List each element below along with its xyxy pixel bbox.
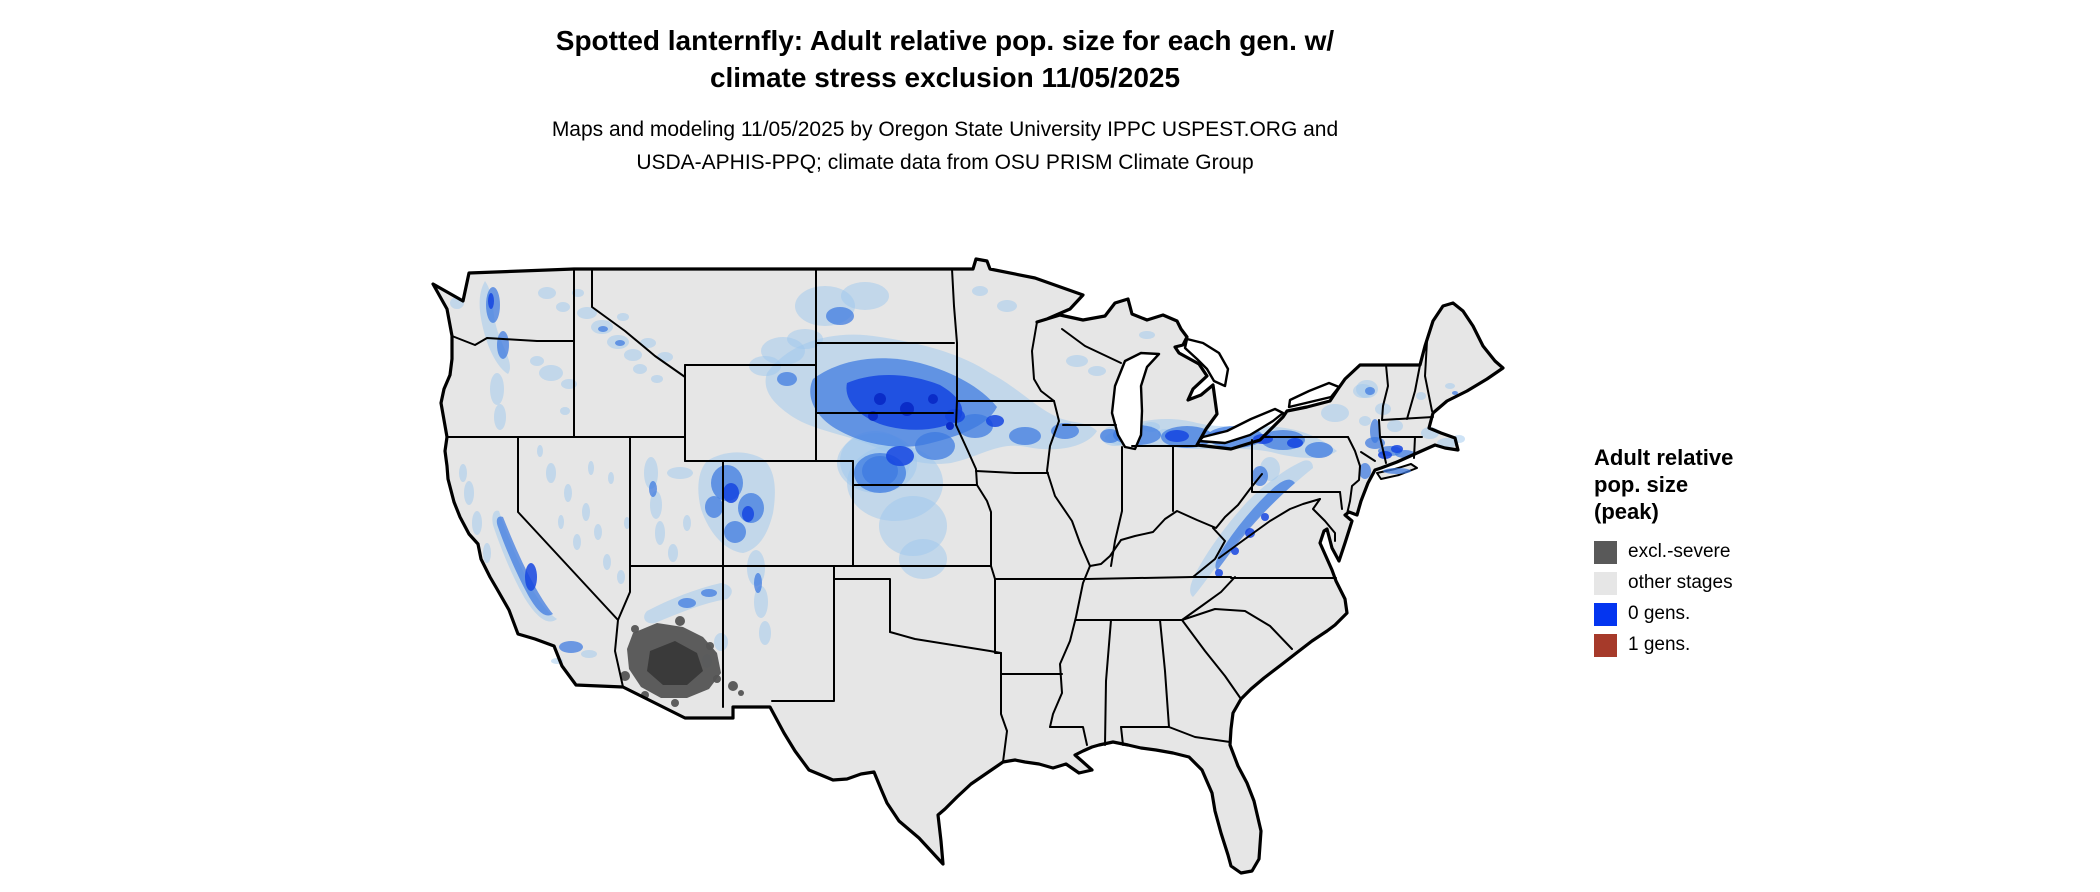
legend: Adult relative pop. size (peak) excl.-se… xyxy=(1594,444,2014,663)
lake-huron xyxy=(1183,337,1230,388)
legend-item-excl-severe: excl.-severe xyxy=(1594,539,2014,565)
legend-item-0-gens: 0 gens. xyxy=(1594,601,2014,627)
legend-title-line3: (peak) xyxy=(1594,499,1659,524)
legend-label-excl-severe: excl.-severe xyxy=(1628,541,1731,562)
legend-label-0-gens: 0 gens. xyxy=(1628,603,1691,624)
map-subtitle-line2: USDA-APHIS-PPQ; climate data from OSU PR… xyxy=(636,151,1254,174)
legend-item-other-stages: other stages xyxy=(1594,570,2014,596)
legend-swatch-excl-severe xyxy=(1594,540,1617,564)
legend-label-other-stages: other stages xyxy=(1628,572,1733,593)
population-overlay-blue xyxy=(450,281,1465,668)
map-subtitle: Maps and modeling 11/05/2025 by Oregon S… xyxy=(0,113,1890,179)
lake-ontario xyxy=(1287,381,1341,409)
header: Spotted lanternfly: Adult relative pop. … xyxy=(0,22,1890,179)
map-title-line2: climate stress exclusion 11/05/2025 xyxy=(709,62,1181,93)
legend-swatch-other-stages xyxy=(1594,571,1617,595)
legend-title-line1: Adult relative xyxy=(1594,445,1734,470)
legend-label-1-gens: 1 gens. xyxy=(1628,634,1691,655)
exclusion-overlay-gray xyxy=(620,616,744,707)
lake-michigan xyxy=(1110,351,1161,451)
lake-erie xyxy=(1197,407,1285,445)
state-borders-layer xyxy=(446,268,1434,763)
map-subtitle-line1: Maps and modeling 11/05/2025 by Oregon S… xyxy=(551,118,1339,141)
great-lakes xyxy=(1110,337,1341,451)
us-map xyxy=(335,221,1527,877)
map-title: Spotted lanternfly: Adult relative pop. … xyxy=(0,22,1890,96)
us-outline xyxy=(431,257,1505,875)
legend-item-1-gens: 1 gens. xyxy=(1594,632,2014,658)
legend-title-line2: pop. size xyxy=(1594,472,1689,497)
map-title-line1: Spotted lanternfly: Adult relative pop. … xyxy=(555,25,1335,56)
legend-swatch-0-gens xyxy=(1594,602,1617,626)
us-map-svg xyxy=(431,257,1505,875)
legend-swatch-1-gens xyxy=(1594,633,1617,657)
legend-title: Adult relative pop. size (peak) xyxy=(1594,444,2014,525)
